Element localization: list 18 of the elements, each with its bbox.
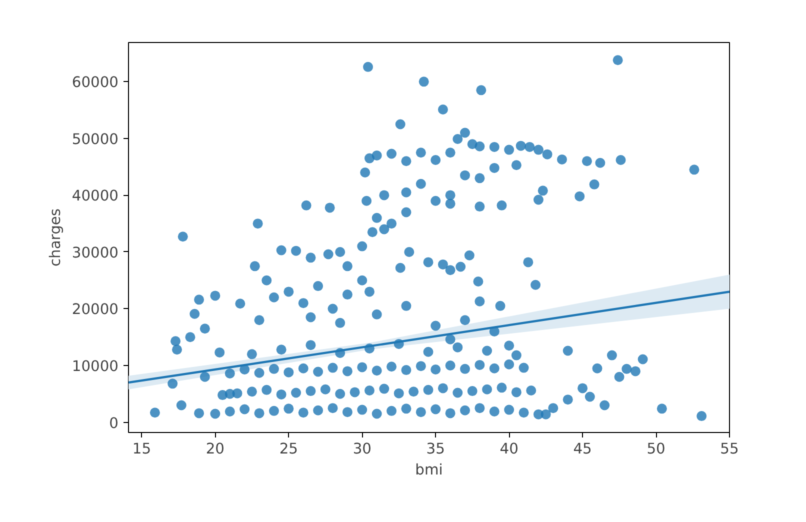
y-tick-label: 20000	[72, 301, 118, 318]
x-tick-label: 50	[646, 440, 666, 458]
x-tick-label: 35	[426, 440, 445, 458]
x-tick-label: 45	[573, 440, 592, 458]
y-tick-label: 10000	[72, 358, 118, 376]
y-tick-label: 60000	[72, 74, 118, 92]
x-tick-label: 20	[206, 440, 225, 458]
x-tick-label: 15	[132, 440, 152, 458]
x-tick-label: 30	[352, 440, 372, 458]
y-tick-label: 40000	[72, 188, 118, 205]
x-axis-title: bmi	[415, 462, 443, 478]
x-tick-label: 25	[279, 440, 298, 458]
x-tick-label: 40	[500, 440, 518, 458]
y-tick-label: 50000	[72, 130, 118, 148]
y-tick-label: 30000	[72, 244, 118, 262]
x-tick-label: 55	[720, 440, 739, 458]
y-tick-label: 0	[109, 414, 119, 432]
y-axis-title: charges	[46, 208, 64, 267]
